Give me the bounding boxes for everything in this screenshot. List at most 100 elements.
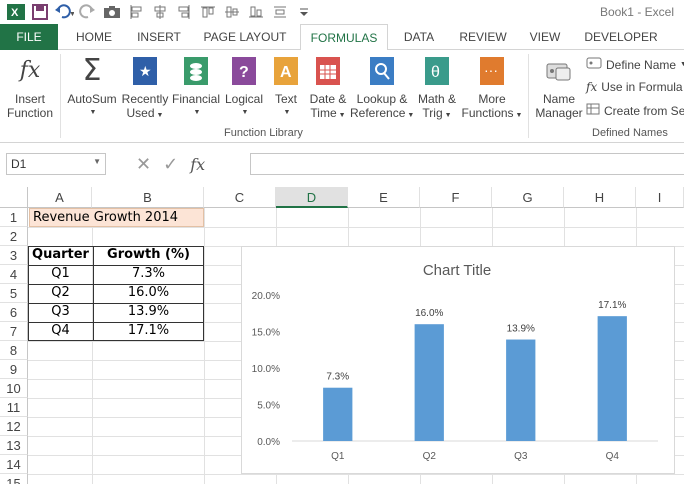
chevron-down-icon: ▼ <box>515 112 523 119</box>
cell-b4[interactable]: 7.3% <box>131 266 166 281</box>
define-name-label: Define Name <box>606 57 677 72</box>
more-functions-label-2: Functions <box>461 106 514 120</box>
bar-q4[interactable] <box>597 316 627 441</box>
column-header-f[interactable]: F <box>420 187 492 208</box>
question-book-icon: ? <box>228 54 260 88</box>
tab-formulas[interactable]: FORMULAS <box>300 24 388 51</box>
text-button[interactable]: A Text ▼ <box>268 54 304 120</box>
align-bottom-icon[interactable] <box>246 2 266 22</box>
align-right-icon[interactable] <box>174 2 194 22</box>
row-header-1[interactable]: 1 <box>0 208 28 227</box>
create-from-selection-button[interactable]: Create from Se <box>586 103 684 118</box>
align-left-icon[interactable] <box>126 2 146 22</box>
row-header-7[interactable]: 7 <box>0 322 28 341</box>
date-time-button[interactable]: Date & Time ▼ <box>306 54 350 123</box>
recently-used-button[interactable]: ★ Recently Used ▼ <box>120 54 170 123</box>
chevron-down-icon: ▼ <box>338 112 346 119</box>
row-header-3[interactable]: 3 <box>0 246 28 265</box>
row-header-6[interactable]: 6 <box>0 303 28 322</box>
cell-b5[interactable]: 16.0% <box>127 285 170 300</box>
table-border <box>93 247 94 340</box>
gridline <box>28 227 684 228</box>
insert-function-icon[interactable]: fx <box>190 154 206 174</box>
tab-file[interactable]: FILE <box>0 24 58 50</box>
column-header-h[interactable]: H <box>564 187 636 208</box>
bar-q3[interactable] <box>506 339 536 441</box>
name-manager-button[interactable]: Name Manager <box>532 54 586 120</box>
row-header-2[interactable]: 2 <box>0 227 28 246</box>
cell-a6[interactable]: Q3 <box>51 304 70 319</box>
lookup-reference-button[interactable]: Lookup & Reference ▼ <box>350 54 414 123</box>
text-label: Text <box>274 92 297 106</box>
cell-b6[interactable]: 13.9% <box>127 304 170 319</box>
column-header-g[interactable]: G <box>492 187 564 208</box>
x-tick-label: Q3 <box>514 451 528 462</box>
row-header-15[interactable]: 15 <box>0 474 28 484</box>
more-functions-button[interactable]: ··· More Functions ▼ <box>460 54 524 123</box>
undo-icon[interactable]: ▼ <box>54 2 74 22</box>
distribute-icon[interactable] <box>270 2 290 22</box>
cell-a7[interactable]: Q4 <box>51 323 70 338</box>
y-tick-label: 20.0% <box>252 291 280 302</box>
tab-review[interactable]: REVIEW <box>459 30 507 44</box>
row-header-4[interactable]: 4 <box>0 265 28 284</box>
use-in-formula-button[interactable]: fx Use in Formula <box>586 80 683 94</box>
cell-a5[interactable]: Q2 <box>51 285 70 300</box>
date-time-label-1: Date & <box>309 92 347 106</box>
tab-insert[interactable]: INSERT <box>137 30 181 44</box>
align-top-icon[interactable] <box>198 2 218 22</box>
theta-book-icon: θ <box>421 54 453 88</box>
column-header-d[interactable]: D <box>276 187 348 208</box>
cell-a3[interactable]: Quarter <box>32 247 89 262</box>
logical-button[interactable]: ? Logical ▼ <box>222 54 266 120</box>
column-header-c[interactable]: C <box>204 187 276 208</box>
camera-icon[interactable] <box>102 2 122 22</box>
math-trig-button[interactable]: θ Math & Trig ▼ <box>414 54 460 123</box>
column-header-i[interactable]: I <box>636 187 684 208</box>
date-time-label-2: Time <box>310 106 337 120</box>
column-header-e[interactable]: E <box>348 187 420 208</box>
name-box[interactable]: D1 ▼ <box>6 153 106 175</box>
tab-home[interactable]: HOME <box>76 30 112 44</box>
column-header-b[interactable]: B <box>92 187 204 208</box>
bar-q1[interactable] <box>323 387 353 441</box>
cell-b7[interactable]: 17.1% <box>127 323 170 338</box>
save-icon[interactable] <box>30 2 50 22</box>
ribbon-separator <box>60 54 61 138</box>
financial-button[interactable]: Financial ▼ <box>170 54 222 120</box>
row-header-10[interactable]: 10 <box>0 379 28 398</box>
magnifier-book-icon <box>366 54 398 88</box>
customize-qat-icon[interactable] <box>294 2 314 22</box>
align-center-icon[interactable] <box>150 2 170 22</box>
row-header-8[interactable]: 8 <box>0 341 28 360</box>
row-header-13[interactable]: 13 <box>0 436 28 455</box>
column-chart[interactable]: Chart Title 0.0% 5.0% 10.0% 15.0% 20.0% 7.3% Q… <box>241 246 675 474</box>
align-middle-icon[interactable] <box>222 2 242 22</box>
autosum-button[interactable]: Σ AutoSum ▼ <box>64 54 120 120</box>
tab-view[interactable]: VIEW <box>529 30 561 44</box>
formula-input[interactable] <box>250 153 684 175</box>
tab-developer[interactable]: DEVELOPER <box>584 30 658 44</box>
insert-function-button[interactable]: fx Insert Function <box>2 54 58 121</box>
redo-icon[interactable] <box>78 2 98 22</box>
enter-icon[interactable]: ✓ <box>163 153 179 174</box>
row-header-5[interactable]: 5 <box>0 284 28 303</box>
math-trig-label-2: Trig <box>422 106 443 120</box>
row-header-9[interactable]: 9 <box>0 360 28 379</box>
select-all-corner[interactable] <box>0 187 28 208</box>
row-header-11[interactable]: 11 <box>0 398 28 417</box>
cell-b3[interactable]: Growth (%) <box>107 247 190 262</box>
row-header-14[interactable]: 14 <box>0 455 28 474</box>
define-name-button[interactable]: Define Name ▼ <box>586 57 684 72</box>
row-header-12[interactable]: 12 <box>0 417 28 436</box>
name-manager-label-1: Name <box>542 92 575 106</box>
tab-page-layout[interactable]: PAGE LAYOUT <box>203 30 287 44</box>
cancel-icon[interactable]: ✕ <box>136 153 152 174</box>
chart-title[interactable]: Chart Title <box>423 262 491 279</box>
cell-a1[interactable]: Revenue Growth 2014 <box>29 208 204 227</box>
tab-data[interactable]: DATA <box>403 30 435 44</box>
column-header-a[interactable]: A <box>28 187 92 208</box>
bar-q2[interactable] <box>414 324 444 441</box>
math-trig-label-1: Math & <box>417 92 456 106</box>
cell-a4[interactable]: Q1 <box>51 266 70 281</box>
